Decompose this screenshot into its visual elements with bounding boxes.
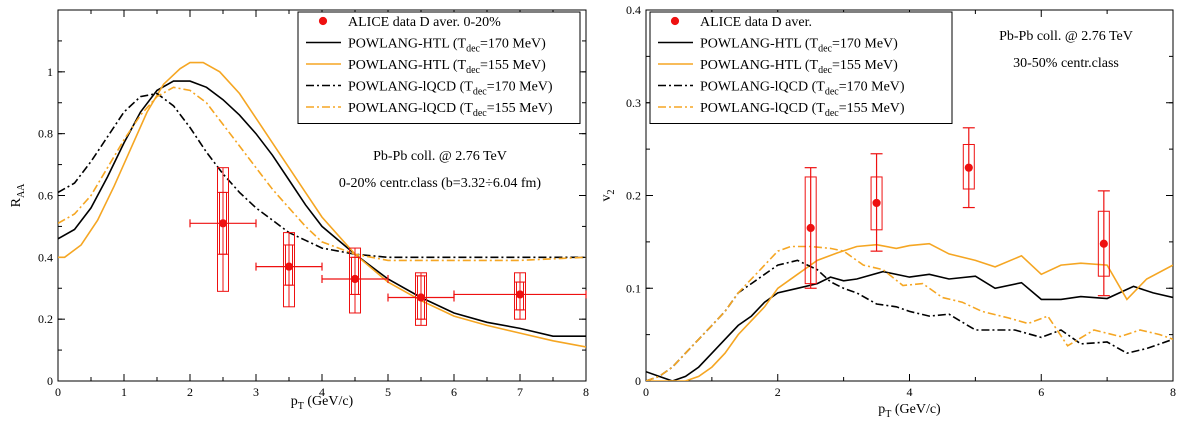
series-line-4 — [646, 245, 1173, 381]
legend-label: POWLANG-HTL (Tdec=170 MeV) — [348, 37, 546, 55]
data-point — [321, 247, 389, 314]
legend-label: POWLANG-lQCD (Tdec=155 MeV) — [700, 101, 905, 119]
data-point — [453, 272, 587, 320]
data-marker — [416, 293, 426, 302]
x-tick-label: 5 — [385, 385, 391, 399]
legend-label: POWLANG-HTL (Tdec=170 MeV) — [700, 37, 898, 55]
x-tick-label: 6 — [451, 385, 457, 399]
y-axis-label: v2 — [599, 190, 617, 202]
y-tick-label: 0.6 — [38, 189, 53, 203]
legend-marker — [318, 16, 328, 26]
data-marker — [284, 262, 294, 271]
annotation: 0-20% centr.class (b=3.32÷6.04 fm) — [339, 176, 542, 191]
data-point — [387, 272, 455, 326]
y-tick-label: 0 — [47, 374, 53, 388]
legend-item: POWLANG-HTL (Tdec=170 MeV) — [306, 37, 546, 55]
data-marker — [350, 274, 360, 284]
data-point — [189, 167, 257, 292]
legend-label: POWLANG-HTL (Tdec=155 MeV) — [700, 58, 898, 76]
y-tick-label: 0.4 — [626, 3, 641, 17]
x-tick-label: 0 — [643, 385, 649, 399]
data-marker — [806, 223, 815, 233]
legend-item: POWLANG-HTL (Tdec=170 MeV) — [658, 37, 898, 55]
data-marker — [964, 163, 973, 172]
data-point — [870, 153, 883, 252]
series-line-2 — [646, 242, 1173, 381]
y-tick-label: 1 — [47, 65, 53, 79]
legend-marker — [670, 16, 680, 26]
data-marker — [872, 198, 881, 208]
x-tick-label: 6 — [1038, 385, 1044, 399]
data-marker — [515, 290, 525, 299]
legend-item: POWLANG-lQCD (Tdec=155 MeV) — [658, 101, 905, 119]
x-axis-label: pT (GeV/c) — [291, 394, 354, 412]
legend: ALICE data D aver. 0-20% POWLANG-HTL (Tde… — [297, 11, 581, 124]
data-point — [804, 167, 817, 289]
data-point — [1097, 190, 1110, 297]
x-tick-label: 2 — [775, 385, 781, 399]
series-line-1 — [646, 270, 1173, 381]
legend-item: POWLANG-lQCD (Tdec=170 MeV) — [306, 80, 553, 98]
data-marker — [218, 219, 228, 228]
y-tick-label: 0.4 — [38, 250, 53, 264]
y-tick-label: 0.1 — [626, 281, 641, 295]
legend-label: POWLANG-lQCD (Tdec=170 MeV) — [348, 80, 553, 98]
legend-item: POWLANG-lQCD (Tdec=170 MeV) — [658, 80, 905, 98]
legend-label: POWLANG-HTL (Tdec=155 MeV) — [348, 58, 546, 76]
annotation: 30-50% centr.class — [1013, 56, 1119, 71]
series-line-4 — [58, 86, 586, 262]
y-tick-label: 0.2 — [38, 312, 53, 326]
x-tick-label: 4 — [319, 385, 325, 399]
series-line-3 — [646, 259, 1173, 381]
y-tick-label: 0 — [635, 374, 641, 388]
legend-item: ALICE data D aver. 0-20% — [318, 15, 501, 30]
v2-chart: 0 2 4 6 8 0 0.1 0.2 0.3 0.4 pT (GeV/c) v2 ALICE data… — [599, 3, 1176, 420]
legend-item: POWLANG-lQCD (Tdec=155 MeV) — [306, 101, 553, 119]
x-tick-label: 1 — [121, 385, 127, 399]
x-axis-label: pT (GeV/c) — [878, 402, 941, 420]
legend-item: ALICE data D aver. — [670, 15, 812, 30]
x-tick-label: 8 — [583, 385, 589, 399]
legend-label: ALICE data D aver. 0-20% — [348, 15, 501, 30]
legend-label: POWLANG-lQCD (Tdec=155 MeV) — [348, 101, 553, 119]
x-tick-label: 2 — [187, 385, 193, 399]
y-tick-label: 0.2 — [626, 189, 641, 203]
x-tick-label: 4 — [907, 385, 913, 399]
x-tick-label: 7 — [517, 385, 523, 399]
raa-chart: 0 1 2 3 4 5 6 7 8 0 0.2 0.4 0.6 0.8 1 pT (GeV/c) RAA ALIC… — [9, 9, 589, 412]
y-tick-label: 0.3 — [626, 96, 641, 110]
legend: ALICE data D aver. POWLANG-HTL (Tdec=170 … — [649, 11, 953, 124]
series-line-1 — [58, 80, 586, 338]
annotation: Pb-Pb coll. @ 2.76 TeV — [999, 29, 1133, 44]
y-axis-label: RAA — [9, 183, 27, 208]
x-tick-label: 0 — [55, 385, 61, 399]
data-point — [962, 127, 975, 209]
series-line-2 — [58, 61, 586, 348]
legend-item: POWLANG-HTL (Tdec=155 MeV) — [306, 58, 546, 76]
y-tick-label: 0.8 — [38, 127, 53, 141]
legend-item: POWLANG-HTL (Tdec=155 MeV) — [658, 58, 898, 76]
annotation: Pb-Pb coll. @ 2.76 TeV — [373, 149, 507, 164]
x-tick-label: 8 — [1170, 385, 1176, 399]
series-line-3 — [58, 92, 586, 259]
data-point — [255, 232, 323, 308]
legend-label: ALICE data D aver. — [700, 15, 812, 30]
x-tick-label: 3 — [253, 385, 259, 399]
legend-label: POWLANG-lQCD (Tdec=170 MeV) — [700, 80, 905, 98]
data-marker — [1099, 239, 1108, 248]
